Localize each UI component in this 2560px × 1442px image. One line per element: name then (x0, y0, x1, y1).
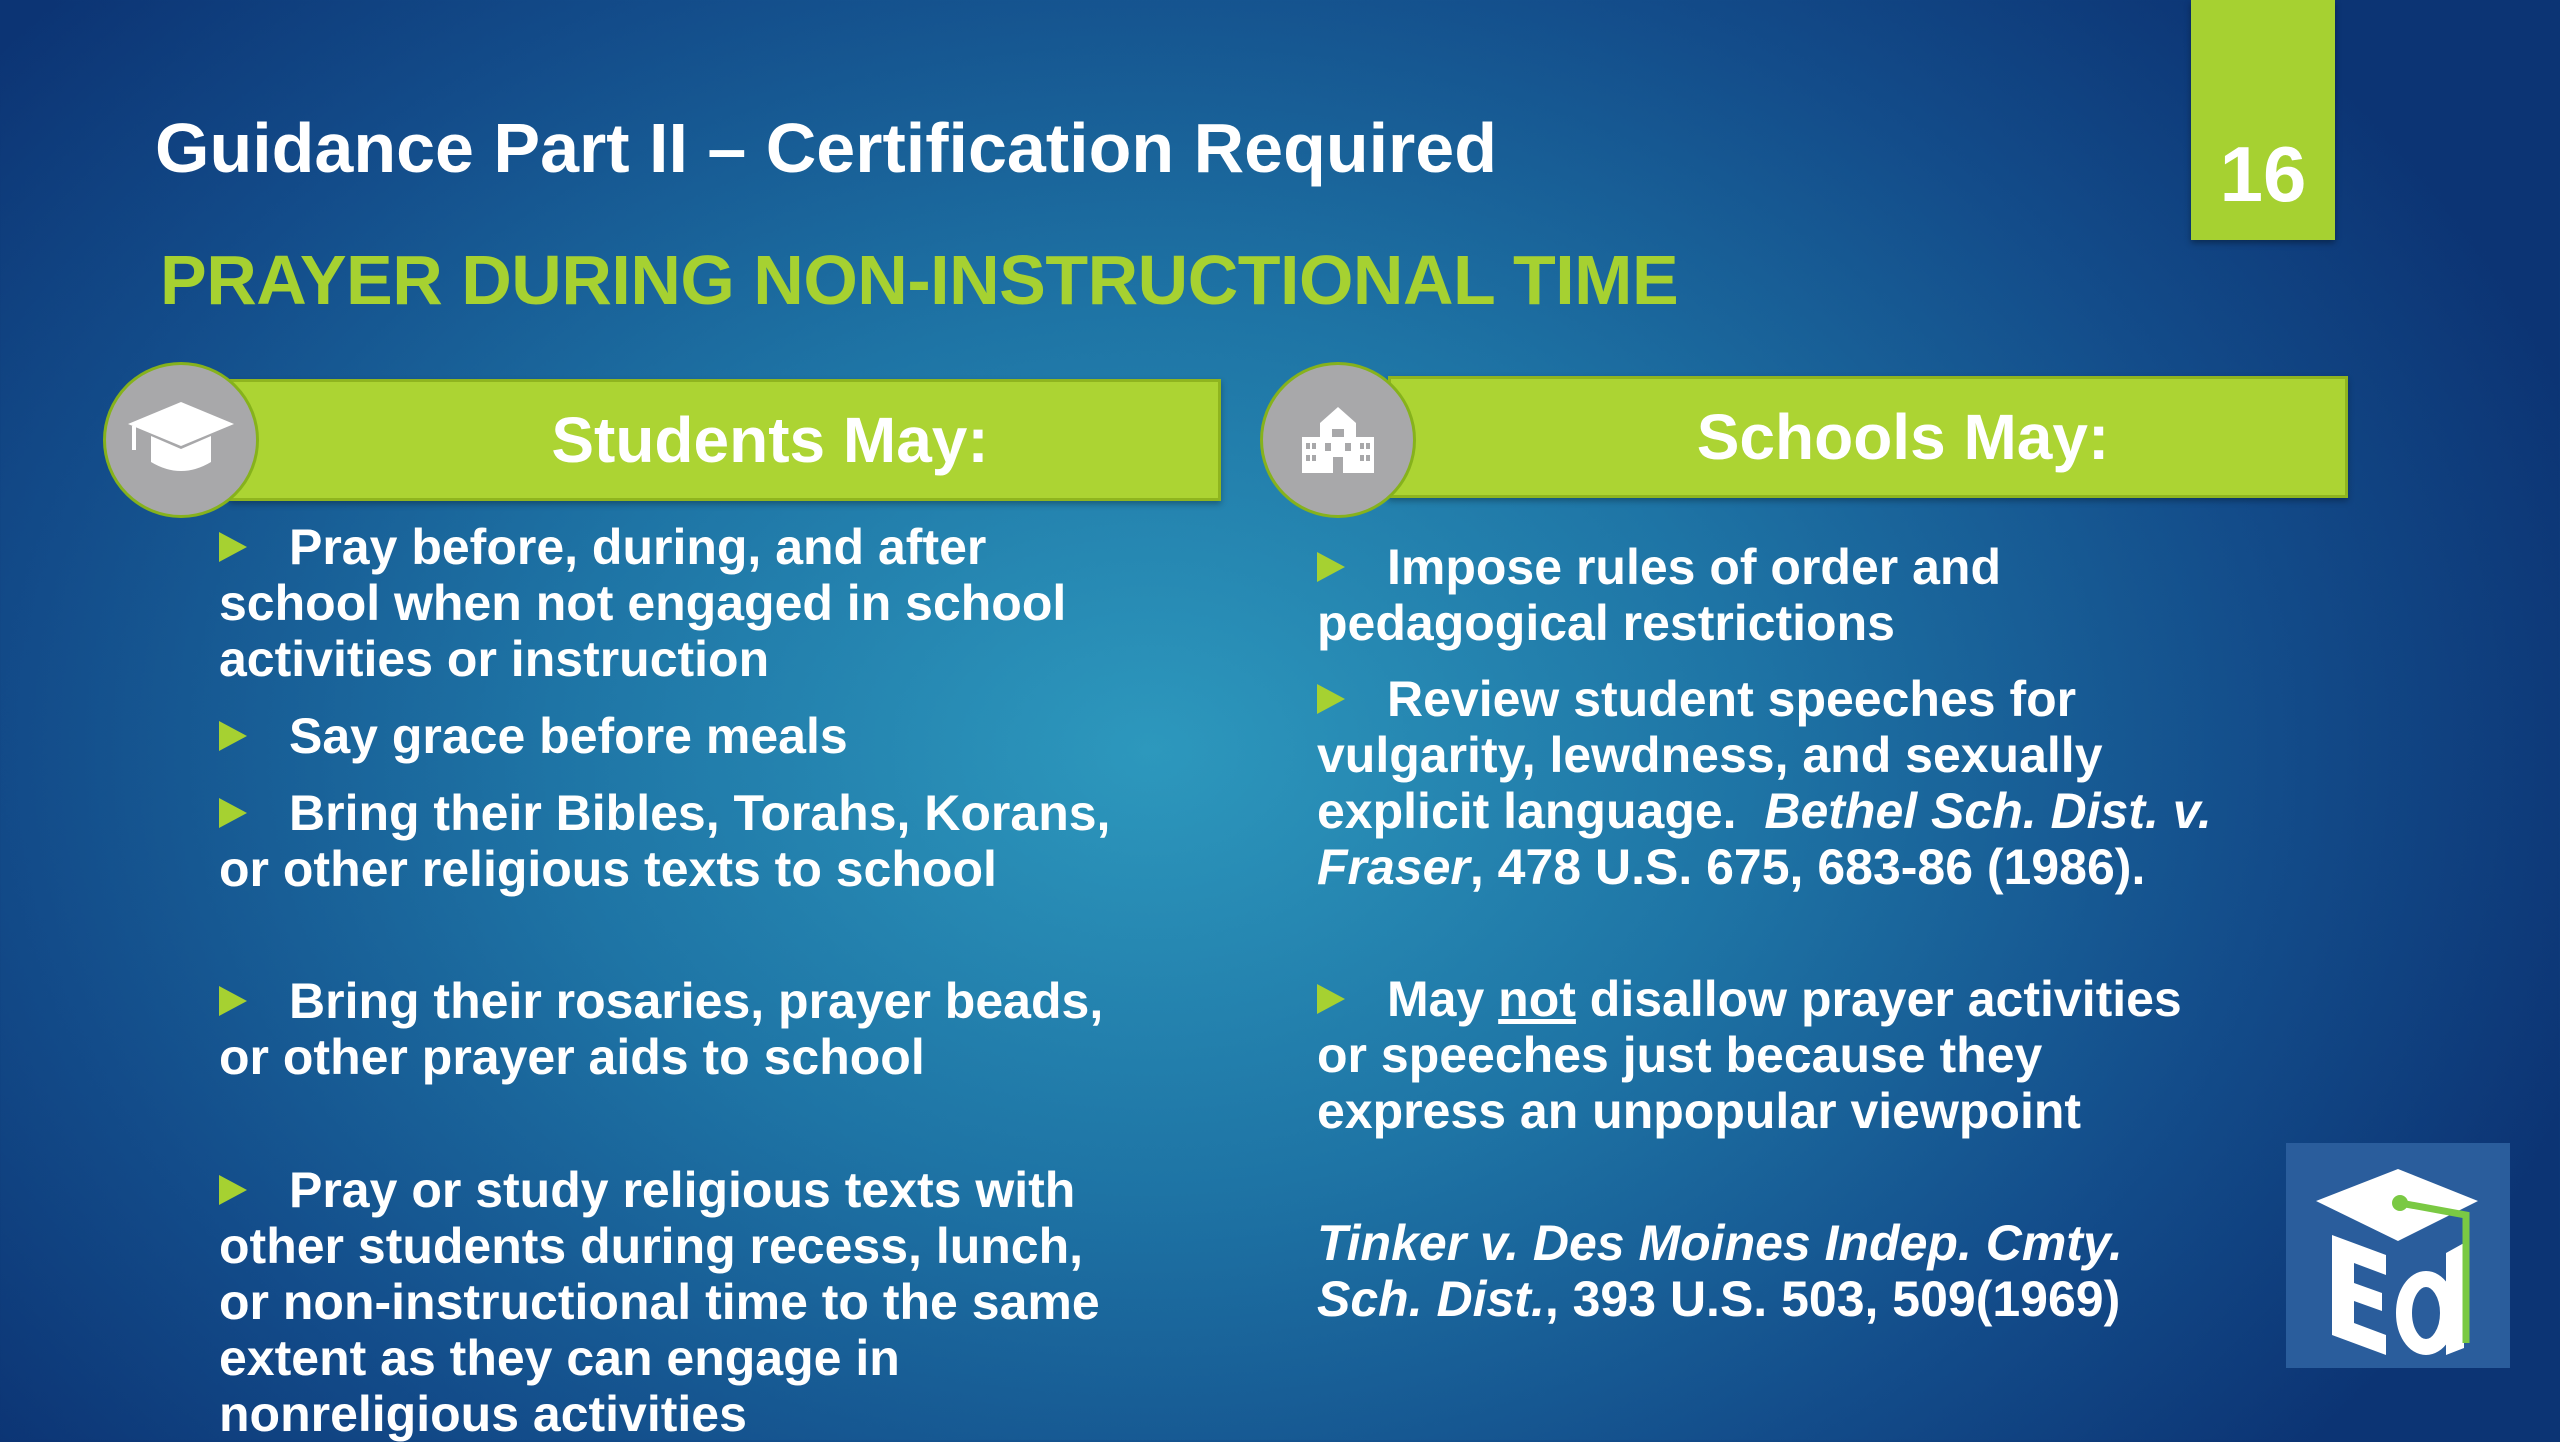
case-citation: , 478 U.S. 675, 683-86 (1986). (1469, 839, 2146, 895)
item-text: disallow prayer activities or speeches j… (1317, 971, 2182, 1139)
bullet-arrow-icon (1317, 684, 1345, 714)
item-text: Bring their rosaries, prayer beads, or o… (219, 973, 1104, 1085)
bullet-arrow-icon (219, 721, 247, 751)
case-citation-block: Tinker v. Des Moines Indep. Cmty. Sch. D… (1317, 1215, 2217, 1327)
bullet-arrow-icon (1317, 984, 1345, 1014)
school-building-icon (1302, 407, 1374, 473)
emphasis-not: not (1498, 971, 1576, 1027)
list-item: Pray before, during, and after school wh… (219, 519, 1129, 687)
bullet-arrow-icon (219, 1175, 247, 1205)
list-item: Bring their rosaries, prayer beads, or o… (219, 973, 1129, 1085)
page-number: 16 (2191, 0, 2335, 240)
list-item: Pray or study religious texts with other… (219, 1162, 1129, 1442)
item-text: Pray or study religious texts with other… (219, 1162, 1100, 1442)
slide-subtitle: PRAYER DURING NON-INSTRUCTIONAL TIME (160, 241, 1679, 319)
students-header: Students May: (229, 379, 1221, 501)
bullet-arrow-icon (219, 532, 247, 562)
bullet-arrow-icon (219, 798, 247, 828)
list-item: Say grace before meals (219, 708, 1129, 764)
item-text: May (1387, 971, 1499, 1027)
list-item: Bring their Bibles, Torahs, Korans, or o… (219, 785, 1129, 897)
ed-logo-icon (2316, 1169, 2478, 1355)
item-text: Bring their Bibles, Torahs, Korans, or o… (219, 785, 1111, 897)
ed-logo (2286, 1143, 2510, 1368)
students-icon-circle (103, 362, 259, 518)
bullet-arrow-icon (1317, 552, 1345, 582)
slide-title: Guidance Part II – Certification Require… (155, 109, 1497, 187)
list-item: Review student speeches for vulgarity, l… (1317, 671, 2217, 895)
students-heading: Students May: (551, 404, 989, 476)
graduation-cap-icon (128, 402, 234, 471)
list-item: Impose rules of order and pedagogical re… (1317, 539, 2217, 651)
item-text: Pray before, during, and after school wh… (219, 519, 1067, 687)
item-text: Impose rules of order and pedagogical re… (1317, 539, 2002, 651)
schools-header: Schools May: (1388, 376, 2348, 498)
case-name: Tinker v. Des Moines Indep. Cmty. Sch. D… (1317, 1215, 2123, 1327)
list-item: May not disallow prayer activities or sp… (1317, 971, 2217, 1139)
schools-icon-circle (1260, 362, 1416, 518)
item-text: Say grace before meals (289, 708, 848, 764)
case-citation: , 393 U.S. 503, 509(1969) (1544, 1271, 2121, 1327)
schools-heading: Schools May: (1696, 401, 2110, 473)
item-text: Review student speeches for vulgarity, l… (1317, 671, 2103, 839)
bullet-arrow-icon (219, 986, 247, 1016)
case-name: Bethel Sch. Dist. v. Fraser (1317, 783, 2212, 895)
